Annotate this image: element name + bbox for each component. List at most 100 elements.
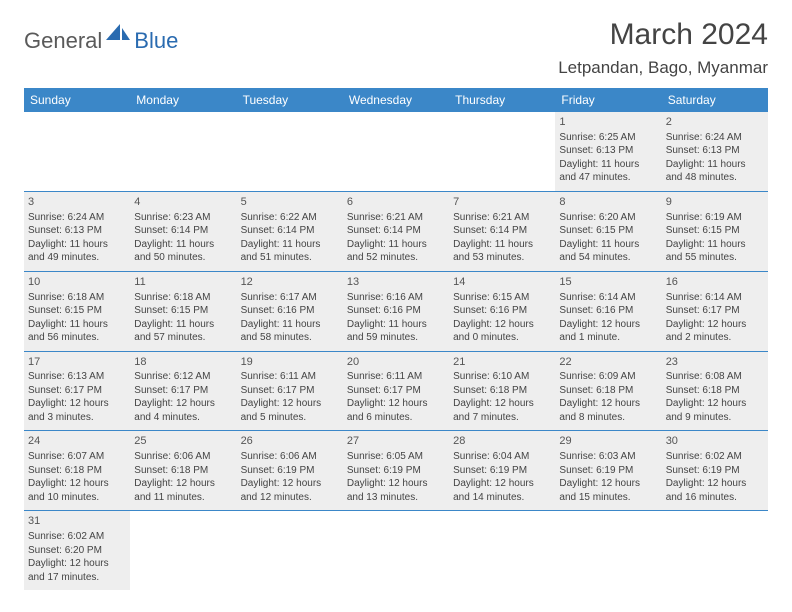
calendar-cell-empty <box>343 511 449 590</box>
day-number: 30 <box>666 434 764 449</box>
daylight-line: Daylight: 11 hours and 58 minutes. <box>241 318 339 345</box>
day-number: 21 <box>453 355 551 370</box>
day-number: 14 <box>453 275 551 290</box>
day-number: 31 <box>28 514 126 529</box>
sunset-line: Sunset: 6:19 PM <box>666 464 764 478</box>
sunset-line: Sunset: 6:18 PM <box>666 384 764 398</box>
sunset-line: Sunset: 6:19 PM <box>559 464 657 478</box>
daylight-line: Daylight: 12 hours and 0 minutes. <box>453 318 551 345</box>
weekday-header-row: SundayMondayTuesdayWednesdayThursdayFrid… <box>24 88 768 112</box>
day-number: 17 <box>28 355 126 370</box>
calendar-cell-empty <box>555 511 661 590</box>
daylight-line: Daylight: 12 hours and 2 minutes. <box>666 318 764 345</box>
sunrise-line: Sunrise: 6:16 AM <box>347 291 445 305</box>
calendar-row: 10Sunrise: 6:18 AMSunset: 6:15 PMDayligh… <box>24 271 768 351</box>
sunset-line: Sunset: 6:16 PM <box>241 304 339 318</box>
calendar-cell-empty <box>237 511 343 590</box>
logo-text-blue: Blue <box>134 28 178 54</box>
sunrise-line: Sunrise: 6:06 AM <box>241 450 339 464</box>
calendar-cell: 19Sunrise: 6:11 AMSunset: 6:17 PMDayligh… <box>237 351 343 431</box>
calendar-cell: 16Sunrise: 6:14 AMSunset: 6:17 PMDayligh… <box>662 271 768 351</box>
day-number: 4 <box>134 195 232 210</box>
sail-icon <box>106 24 132 47</box>
calendar-cell: 29Sunrise: 6:03 AMSunset: 6:19 PMDayligh… <box>555 431 661 511</box>
calendar-cell: 1Sunrise: 6:25 AMSunset: 6:13 PMDaylight… <box>555 112 661 191</box>
day-number: 27 <box>347 434 445 449</box>
sunset-line: Sunset: 6:18 PM <box>453 384 551 398</box>
daylight-line: Daylight: 11 hours and 53 minutes. <box>453 238 551 265</box>
calendar-row: 3Sunrise: 6:24 AMSunset: 6:13 PMDaylight… <box>24 191 768 271</box>
day-number: 8 <box>559 195 657 210</box>
sunrise-line: Sunrise: 6:14 AM <box>666 291 764 305</box>
sunrise-line: Sunrise: 6:09 AM <box>559 370 657 384</box>
weekday-header: Tuesday <box>237 88 343 112</box>
title-block: March 2024 Letpandan, Bago, Myanmar <box>558 18 768 78</box>
sunrise-line: Sunrise: 6:20 AM <box>559 211 657 225</box>
sunset-line: Sunset: 6:17 PM <box>241 384 339 398</box>
daylight-line: Daylight: 12 hours and 12 minutes. <box>241 477 339 504</box>
day-number: 18 <box>134 355 232 370</box>
daylight-line: Daylight: 12 hours and 13 minutes. <box>347 477 445 504</box>
weekday-header: Monday <box>130 88 236 112</box>
calendar-cell-empty <box>449 112 555 191</box>
weekday-header: Friday <box>555 88 661 112</box>
day-number: 10 <box>28 275 126 290</box>
sunrise-line: Sunrise: 6:21 AM <box>453 211 551 225</box>
daylight-line: Daylight: 12 hours and 9 minutes. <box>666 397 764 424</box>
sunrise-line: Sunrise: 6:04 AM <box>453 450 551 464</box>
sunrise-line: Sunrise: 6:19 AM <box>666 211 764 225</box>
calendar-cell: 30Sunrise: 6:02 AMSunset: 6:19 PMDayligh… <box>662 431 768 511</box>
day-number: 29 <box>559 434 657 449</box>
day-number: 11 <box>134 275 232 290</box>
daylight-line: Daylight: 11 hours and 50 minutes. <box>134 238 232 265</box>
daylight-line: Daylight: 11 hours and 54 minutes. <box>559 238 657 265</box>
sunrise-line: Sunrise: 6:07 AM <box>28 450 126 464</box>
day-number: 6 <box>347 195 445 210</box>
location: Letpandan, Bago, Myanmar <box>558 58 768 78</box>
day-number: 20 <box>347 355 445 370</box>
day-number: 28 <box>453 434 551 449</box>
sunset-line: Sunset: 6:14 PM <box>347 224 445 238</box>
sunrise-line: Sunrise: 6:25 AM <box>559 131 657 145</box>
sunset-line: Sunset: 6:13 PM <box>666 144 764 158</box>
sunrise-line: Sunrise: 6:17 AM <box>241 291 339 305</box>
sunset-line: Sunset: 6:15 PM <box>559 224 657 238</box>
calendar-row: 24Sunrise: 6:07 AMSunset: 6:18 PMDayligh… <box>24 431 768 511</box>
daylight-line: Daylight: 11 hours and 48 minutes. <box>666 158 764 185</box>
calendar-cell: 26Sunrise: 6:06 AMSunset: 6:19 PMDayligh… <box>237 431 343 511</box>
calendar-cell-empty <box>662 511 768 590</box>
sunrise-line: Sunrise: 6:10 AM <box>453 370 551 384</box>
sunset-line: Sunset: 6:18 PM <box>134 464 232 478</box>
weekday-header: Sunday <box>24 88 130 112</box>
sunset-line: Sunset: 6:15 PM <box>134 304 232 318</box>
sunset-line: Sunset: 6:14 PM <box>453 224 551 238</box>
calendar-cell: 4Sunrise: 6:23 AMSunset: 6:14 PMDaylight… <box>130 191 236 271</box>
daylight-line: Daylight: 12 hours and 10 minutes. <box>28 477 126 504</box>
daylight-line: Daylight: 12 hours and 7 minutes. <box>453 397 551 424</box>
sunset-line: Sunset: 6:18 PM <box>559 384 657 398</box>
daylight-line: Daylight: 11 hours and 59 minutes. <box>347 318 445 345</box>
sunset-line: Sunset: 6:15 PM <box>28 304 126 318</box>
day-number: 22 <box>559 355 657 370</box>
daylight-line: Daylight: 11 hours and 51 minutes. <box>241 238 339 265</box>
sunrise-line: Sunrise: 6:12 AM <box>134 370 232 384</box>
calendar-body: 1Sunrise: 6:25 AMSunset: 6:13 PMDaylight… <box>24 112 768 590</box>
day-number: 23 <box>666 355 764 370</box>
daylight-line: Daylight: 12 hours and 6 minutes. <box>347 397 445 424</box>
daylight-line: Daylight: 12 hours and 17 minutes. <box>28 557 126 584</box>
sunset-line: Sunset: 6:14 PM <box>134 224 232 238</box>
sunset-line: Sunset: 6:13 PM <box>559 144 657 158</box>
sunset-line: Sunset: 6:18 PM <box>28 464 126 478</box>
calendar-cell: 13Sunrise: 6:16 AMSunset: 6:16 PMDayligh… <box>343 271 449 351</box>
daylight-line: Daylight: 11 hours and 56 minutes. <box>28 318 126 345</box>
sunrise-line: Sunrise: 6:03 AM <box>559 450 657 464</box>
sunrise-line: Sunrise: 6:02 AM <box>666 450 764 464</box>
sunrise-line: Sunrise: 6:18 AM <box>134 291 232 305</box>
sunrise-line: Sunrise: 6:08 AM <box>666 370 764 384</box>
calendar-cell-empty <box>237 112 343 191</box>
calendar-cell: 12Sunrise: 6:17 AMSunset: 6:16 PMDayligh… <box>237 271 343 351</box>
calendar-cell: 8Sunrise: 6:20 AMSunset: 6:15 PMDaylight… <box>555 191 661 271</box>
calendar-cell-empty <box>130 511 236 590</box>
daylight-line: Daylight: 12 hours and 5 minutes. <box>241 397 339 424</box>
calendar-cell: 25Sunrise: 6:06 AMSunset: 6:18 PMDayligh… <box>130 431 236 511</box>
